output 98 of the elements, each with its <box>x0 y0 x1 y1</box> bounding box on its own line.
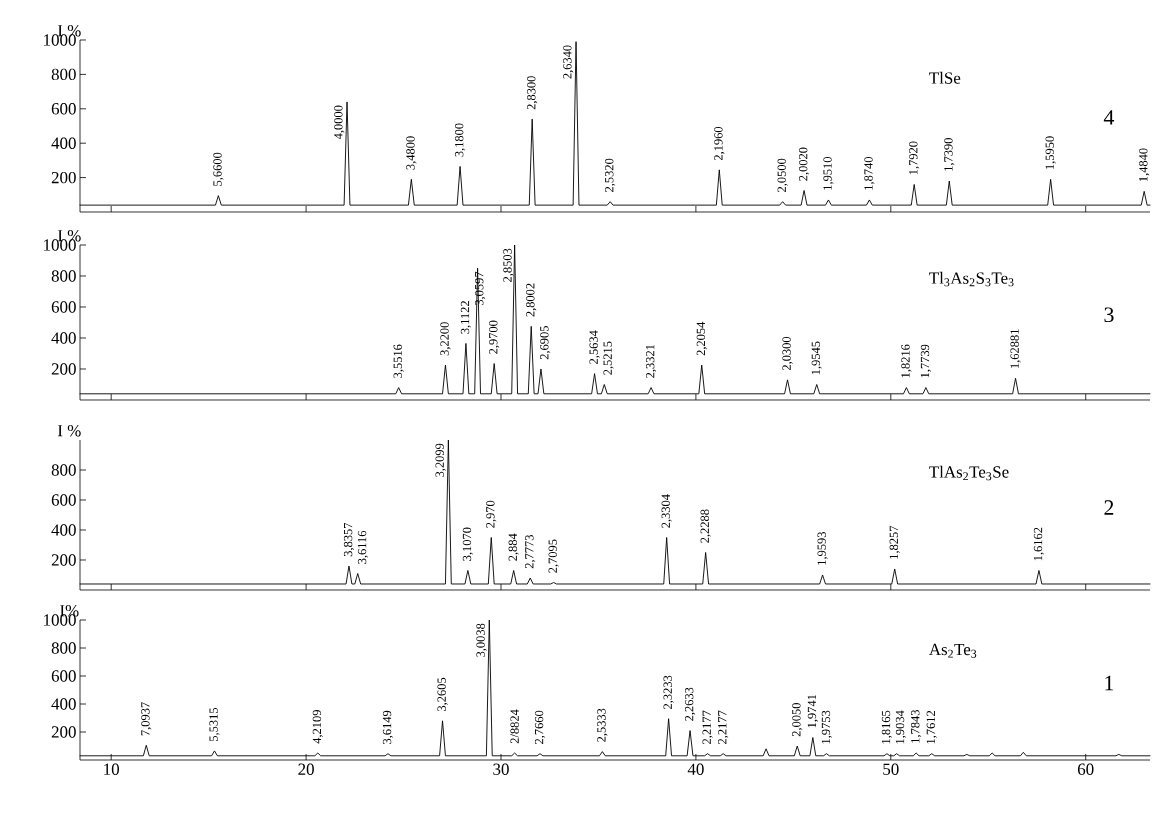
annotation: 2,7095 <box>548 539 559 573</box>
annotation: 2,8503 <box>503 248 514 282</box>
y-tick-label: 400 <box>51 524 76 536</box>
annotation: 1,9034 <box>895 710 907 744</box>
annotation: 2,5215 <box>603 341 614 375</box>
x-tick-label: 40 <box>687 763 704 775</box>
annotation: 2 <box>1104 500 1114 515</box>
annotation: 1,4840 <box>1139 148 1150 182</box>
y-tick-label: 200 <box>51 554 76 566</box>
annotation: 1,7390 <box>944 138 955 171</box>
annotation: 5,5315 <box>209 707 220 741</box>
annotation: 2,2177 <box>702 710 713 744</box>
annotation: 3 <box>1104 307 1114 323</box>
annotation: TlAs$_{2}$Te$_{3}$Se <box>929 465 1009 481</box>
annotation: 3,1122 <box>460 301 471 334</box>
annotation: 3,6149 <box>382 710 394 744</box>
annotation: 2,0300 <box>782 336 793 371</box>
y-tick-label: 600 <box>51 670 76 682</box>
annotation: 1,8216 <box>901 344 912 378</box>
y-tick-label: 200 <box>51 726 76 738</box>
annotation: 3,0597 <box>475 271 486 306</box>
x-tick-label: 20 <box>298 763 314 775</box>
y-tick-label: 400 <box>51 137 76 149</box>
y-tick-label: 400 <box>51 332 76 344</box>
x-tick-label: 60 <box>1077 763 1094 775</box>
annotation: 1,9545 <box>811 341 822 375</box>
y-tick-label: 600 <box>51 103 76 115</box>
annotation: 2,5320 <box>605 158 616 192</box>
line-series <box>79 619 1151 757</box>
y-tick-label: 400 <box>51 698 76 710</box>
y-tick-label: 800 <box>51 270 76 282</box>
annotation: 2,884 <box>508 533 519 561</box>
annotation: 1,8257 <box>889 525 900 559</box>
annotation: 1,7920 <box>909 141 920 175</box>
annotation: 2,2288 <box>700 509 711 543</box>
annotation: 1,7739 <box>920 344 931 378</box>
x-tick-label: 50 <box>883 763 899 775</box>
y-axis-title: I % <box>57 424 81 437</box>
annotation: TlSe <box>929 71 961 84</box>
annotation: 2,2177 <box>718 710 729 744</box>
annotation: 2,6905 <box>540 326 551 360</box>
annotation: 2,5333 <box>597 708 608 742</box>
annotation: 2,1960 <box>714 126 725 161</box>
annotation: 3,0038 <box>476 623 487 657</box>
annotation: As$_{2}$Te$_{3}$ <box>929 643 977 658</box>
annotation: 2,3233 <box>663 675 674 709</box>
annotation: 2,0050 <box>792 703 803 737</box>
annotation: 2,0020 <box>798 147 810 181</box>
annotation: 1,9593 <box>817 532 828 565</box>
annotation: 2,8002 <box>526 283 537 317</box>
annotation: Tl$_{3}$As$_{2}$S$_{3}$Te$_{3}$ <box>929 271 1014 287</box>
annotation: 2,8300 <box>527 76 538 110</box>
annotation: 3,8357 <box>343 522 355 557</box>
annotation: 1,8165 <box>881 710 893 744</box>
annotation: 1,62881 <box>1010 329 1021 368</box>
annotation: 1,9741 <box>807 694 818 728</box>
y-tick-label: 600 <box>51 494 76 506</box>
annotation: 3,1070 <box>462 527 473 561</box>
annotation: 2,3304 <box>661 494 672 528</box>
annotation: 3,4800 <box>406 136 417 170</box>
annotation: 4,0000 <box>334 105 345 140</box>
annotation: 1,5950 <box>1045 136 1056 170</box>
annotation: 2,7660 <box>534 710 546 744</box>
x-tick-label: 10 <box>104 763 120 775</box>
annotation: 3,2605 <box>437 677 448 712</box>
annotation: 1 <box>1105 675 1114 691</box>
annotation: 2,6340 <box>563 45 574 79</box>
annotation: 2,5634 <box>589 330 600 364</box>
y-tick-label: 200 <box>51 171 76 184</box>
annotation: 2,7773 <box>525 535 536 569</box>
annotation: 1,6162 <box>1033 527 1045 561</box>
annotation: 4,2109 <box>312 710 323 744</box>
y-tick-label: 800 <box>51 642 76 654</box>
annotation: 1,9510 <box>823 156 834 190</box>
annotation: 3,2099 <box>435 443 446 477</box>
y-tick-label: 200 <box>51 363 76 375</box>
annotation: 2,9700 <box>489 320 500 354</box>
annotation: 2,0500 <box>777 158 788 192</box>
annotation: 2,2054 <box>696 321 707 356</box>
annotation: 1,9753 <box>821 710 832 744</box>
annotation: 1,7612 <box>926 710 937 744</box>
annotation: 4 <box>1103 110 1115 125</box>
annotation: 2,970 <box>486 500 497 528</box>
annotation: 2,3321 <box>645 344 657 378</box>
y-tick-label: 800 <box>51 68 76 81</box>
annotation: 3,5516 <box>393 344 404 378</box>
annotation: 2,2633 <box>684 687 696 721</box>
annotation: 2/8824 <box>510 709 519 744</box>
x-tick-label: 30 <box>493 763 509 775</box>
annotation: 3,6116 <box>357 530 369 564</box>
annotation: 3,1800 <box>454 123 466 157</box>
y-tick-label: 600 <box>51 301 76 313</box>
annotation: 1,8740 <box>864 156 875 190</box>
annotation: 3,2200 <box>440 322 451 356</box>
annotation: 5,6600 <box>213 152 224 186</box>
annotation: 1,7843 <box>911 710 922 743</box>
annotation: 7,0937 <box>141 702 152 736</box>
y-tick-label: 800 <box>51 464 76 476</box>
